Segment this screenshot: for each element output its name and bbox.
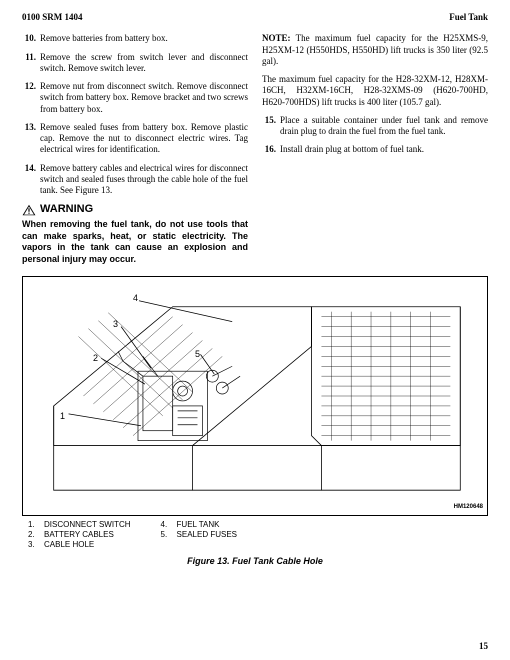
figure-legend: 1. DISCONNECT SWITCH 2. BATTERY CABLES 3. CAB… bbox=[22, 520, 488, 550]
figure-illustration bbox=[23, 277, 487, 515]
legend-text: BATTERY CABLES bbox=[44, 530, 114, 540]
step-item: 12.Remove nut from disconnect switch. Re… bbox=[22, 81, 248, 115]
step-item: 10.Remove batteries from battery box. bbox=[22, 33, 248, 44]
figure-callout: 3 bbox=[113, 319, 118, 330]
warning-title: WARNING bbox=[40, 203, 93, 217]
step-text: Remove battery cables and electrical wir… bbox=[40, 163, 248, 197]
step-item: 13.Remove sealed fuses from battery box.… bbox=[22, 122, 248, 156]
step-number: 14. bbox=[22, 163, 40, 197]
step-number: 11. bbox=[22, 52, 40, 75]
legend-text: CABLE HOLE bbox=[44, 540, 94, 550]
legend-item: 5. SEALED FUSES bbox=[161, 530, 237, 540]
step-number: 12. bbox=[22, 81, 40, 115]
step-number: 16. bbox=[262, 144, 280, 155]
figure-callout: 1 bbox=[60, 411, 65, 422]
step-number: 13. bbox=[22, 122, 40, 156]
page-number: 15 bbox=[479, 641, 488, 652]
step-text: Remove nut from disconnect switch. Remov… bbox=[40, 81, 248, 115]
figure-callout: 2 bbox=[93, 353, 98, 364]
figure-box: 1 2 3 4 5 HM120648 bbox=[22, 276, 488, 516]
step-text: Remove the screw from switch lever and d… bbox=[40, 52, 248, 75]
legend-item: 2. BATTERY CABLES bbox=[28, 530, 131, 540]
figure-part-number: HM120648 bbox=[454, 504, 483, 512]
step-text: Install drain plug at bottom of fuel tan… bbox=[280, 144, 488, 155]
left-column: 10.Remove batteries from battery box.11.… bbox=[22, 33, 248, 266]
legend-text: SEALED FUSES bbox=[177, 530, 237, 540]
step-item: 16.Install drain plug at bottom of fuel … bbox=[262, 144, 488, 155]
warning-icon bbox=[22, 204, 36, 216]
step-text: Place a suitable container under fuel ta… bbox=[280, 115, 488, 138]
legend-number: 3. bbox=[28, 540, 38, 550]
legend-number: 1. bbox=[28, 520, 38, 530]
note-label: NOTE: bbox=[262, 33, 291, 43]
legend-item: 4. FUEL TANK bbox=[161, 520, 237, 530]
step-number: 15. bbox=[262, 115, 280, 138]
step-item: 11.Remove the screw from switch lever an… bbox=[22, 52, 248, 75]
header-right: Fuel Tank bbox=[449, 12, 488, 23]
warning-heading: WARNING bbox=[22, 203, 248, 217]
figure-caption: Figure 13. Fuel Tank Cable Hole bbox=[22, 556, 488, 567]
legend-item: 3. CABLE HOLE bbox=[28, 540, 131, 550]
legend-number: 2. bbox=[28, 530, 38, 540]
legend-number: 4. bbox=[161, 520, 171, 530]
legend-item: 1. DISCONNECT SWITCH bbox=[28, 520, 131, 530]
note-1-text: The maximum fuel capacity for the H25XMS… bbox=[262, 33, 488, 66]
step-text: Remove batteries from battery box. bbox=[40, 33, 248, 44]
step-item: 14.Remove battery cables and electrical … bbox=[22, 163, 248, 197]
figure-callout: 5 bbox=[195, 349, 200, 360]
step-item: 15.Place a suitable container under fuel… bbox=[262, 115, 488, 138]
legend-number: 5. bbox=[161, 530, 171, 540]
note-2: The maximum fuel capacity for the H28-32… bbox=[262, 74, 488, 108]
note-1: NOTE: The maximum fuel capacity for the … bbox=[262, 33, 488, 67]
legend-text: FUEL TANK bbox=[177, 520, 220, 530]
right-column: NOTE: The maximum fuel capacity for the … bbox=[262, 33, 488, 266]
step-number: 10. bbox=[22, 33, 40, 44]
header-left: 0100 SRM 1404 bbox=[22, 12, 83, 23]
step-text: Remove sealed fuses from battery box. Re… bbox=[40, 122, 248, 156]
warning-body: When removing the fuel tank, do not use … bbox=[22, 219, 248, 266]
legend-text: DISCONNECT SWITCH bbox=[44, 520, 131, 530]
figure-callout: 4 bbox=[133, 293, 138, 304]
